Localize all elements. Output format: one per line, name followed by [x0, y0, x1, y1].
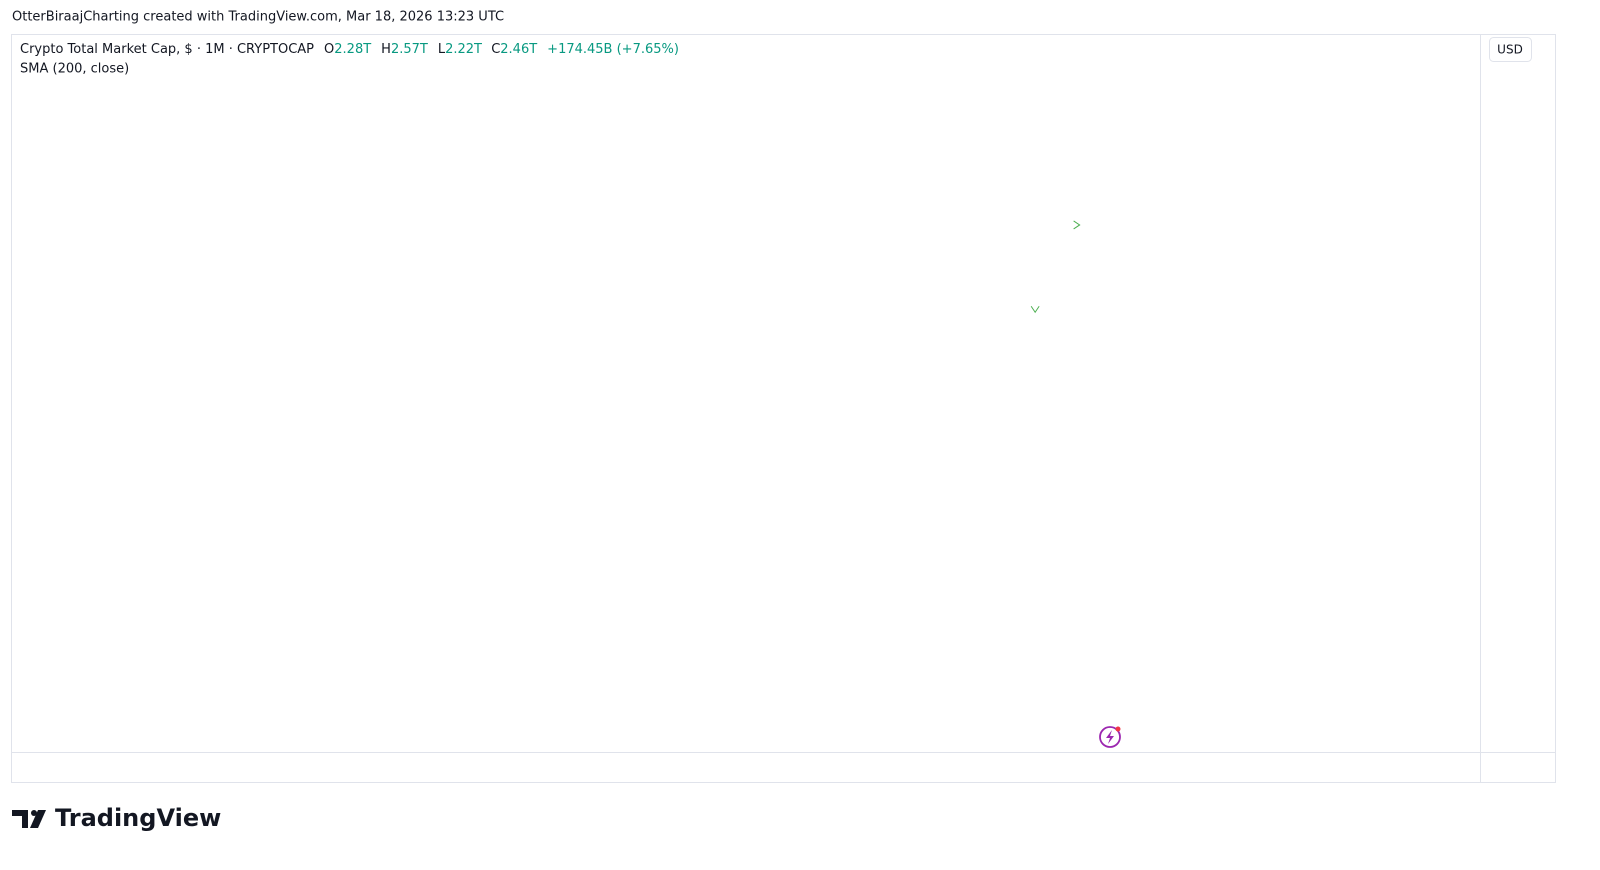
legend-key: H [381, 42, 391, 57]
frame [11, 34, 1556, 783]
legend-value: 2.57T [391, 42, 428, 57]
legend-line: Crypto Total Market Cap, $ · 1M · CRYPTO… [20, 42, 679, 57]
legend-key: O [324, 42, 334, 57]
header: OtterBiraajCharting created with Trading… [12, 10, 504, 25]
legend-symbol: Crypto Total Market Cap, $ · 1M · CRYPTO… [20, 42, 314, 57]
measure-tool[interactable] [1030, 220, 1081, 314]
measure-arrowhead [1030, 305, 1040, 314]
indicator-label: SMA (200, close) [20, 62, 129, 77]
legend-change: +174.45B (+7.65%) [547, 42, 679, 57]
legend: Crypto Total Market Cap, $ · 1M · CRYPTO… [20, 42, 679, 77]
legend-value: 2.22T [445, 42, 482, 57]
legend-value: 2.28T [334, 42, 371, 57]
lightning-icon[interactable] [1099, 726, 1121, 748]
measure-arrowhead [1073, 220, 1081, 230]
legend-key: L [438, 42, 446, 57]
brand-logo: TradingView [12, 804, 221, 832]
legend-key: C [491, 42, 500, 57]
currency-button[interactable] [1489, 37, 1532, 62]
brand-name: TradingView [55, 804, 221, 832]
legend-value: 2.46T [500, 42, 537, 57]
currency-label[interactable]: USD [1497, 43, 1523, 57]
